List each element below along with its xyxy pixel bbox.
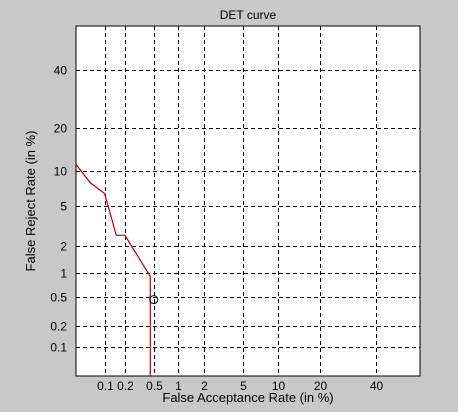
- y-tick-label: 10: [54, 165, 68, 179]
- x-tick-label: 20: [314, 379, 328, 393]
- y-tick-label: 0.1: [50, 341, 67, 355]
- x-tick-label: 10: [272, 379, 286, 393]
- plot-area: [75, 25, 421, 377]
- x-tick-label: 5: [240, 379, 247, 393]
- x-tick-label: 0.5: [146, 379, 163, 393]
- x-tick-labels: 0.1 0.2 0.5 1 2 5 10 20 40: [97, 379, 383, 393]
- chart-title: DET curve: [220, 8, 277, 22]
- x-tick-label: 40: [370, 379, 384, 393]
- x-tick-label: 1: [175, 379, 182, 393]
- y-tick-labels: 0.1 0.2 0.5 1 2 5 10 20 40: [50, 64, 67, 355]
- x-axis-label: False Acceptance Rate (in %): [162, 390, 333, 405]
- y-tick-label: 0.2: [50, 320, 67, 334]
- y-tick-label: 40: [54, 64, 68, 78]
- y-axis-label: False Reject Rate (in %): [23, 131, 38, 272]
- x-tick-label: 2: [201, 379, 208, 393]
- y-tick-label: 1: [60, 267, 67, 281]
- x-tick-label: 0.1: [97, 379, 114, 393]
- y-tick-label: 0.5: [50, 291, 67, 305]
- x-tick-label: 0.2: [117, 379, 134, 393]
- det-curve-line: [75, 164, 151, 376]
- grid-lines: [76, 26, 420, 376]
- marker-layer: [149, 295, 159, 305]
- series-layer: [75, 164, 151, 376]
- y-tick-label: 2: [60, 240, 67, 254]
- y-tick-label: 5: [60, 200, 67, 214]
- y-tick-label: 20: [54, 122, 68, 136]
- eer-marker: [149, 295, 159, 305]
